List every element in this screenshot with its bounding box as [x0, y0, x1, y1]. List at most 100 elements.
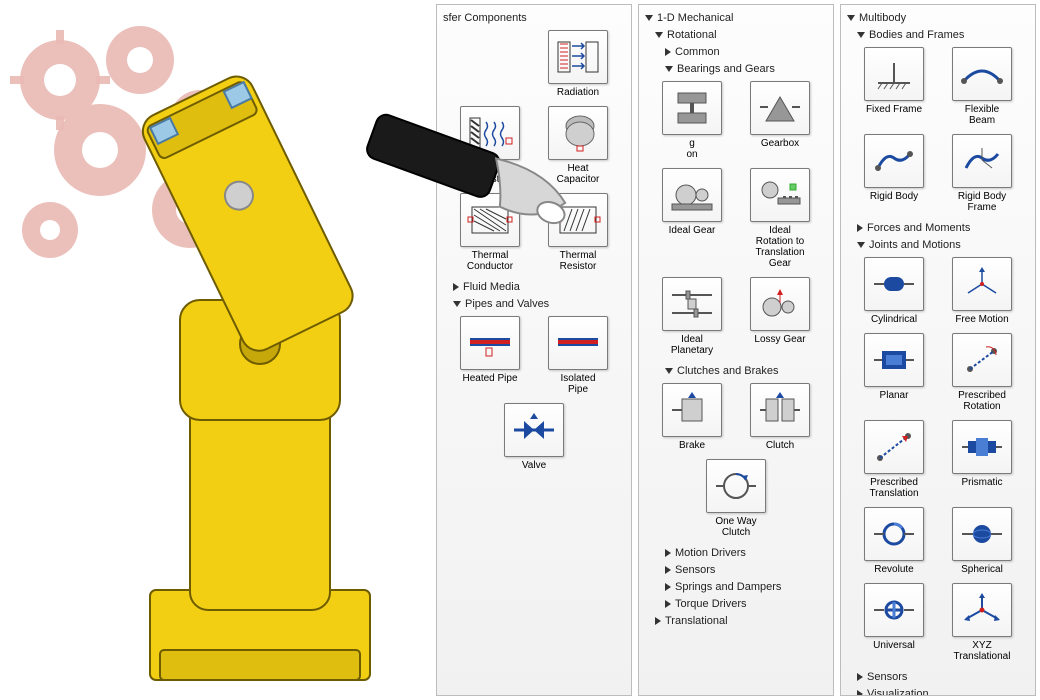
- prescribed-translation-tile[interactable]: [864, 420, 924, 474]
- prescribed-rotation-tile[interactable]: [952, 333, 1012, 387]
- xyz-translational-tile[interactable]: [952, 583, 1012, 637]
- collapse-icon: [857, 673, 863, 681]
- motion-drivers-header[interactable]: Motion Drivers: [665, 544, 827, 561]
- one-way-clutch-tile[interactable]: [706, 459, 766, 513]
- collapse-icon: [665, 549, 671, 557]
- expand-icon: [857, 32, 865, 38]
- forces-label: Forces and Moments: [867, 222, 970, 234]
- mechanical-header[interactable]: 1-D Mechanical: [645, 9, 827, 26]
- prismatic-tile[interactable]: [952, 420, 1012, 474]
- flexible-beam-tile[interactable]: [952, 47, 1012, 101]
- rotational-header[interactable]: Rotational: [655, 26, 827, 43]
- revolute-tile[interactable]: [864, 507, 924, 561]
- valve-tile[interactable]: [504, 403, 564, 457]
- transfer-panel: sfer Components Radiation Convective Res…: [436, 4, 632, 696]
- sensors-mb-header[interactable]: Sensors: [857, 668, 1029, 685]
- bearing-tile-0[interactable]: [662, 81, 722, 135]
- joints-header[interactable]: Joints and Motions: [857, 236, 1029, 253]
- sensors-mech-header[interactable]: Sensors: [665, 561, 827, 578]
- multibody-header[interactable]: Multibody: [847, 9, 1029, 26]
- thermal-resistor-tile[interactable]: [548, 193, 608, 247]
- collapse-icon: [665, 48, 671, 56]
- pipes-valves-header[interactable]: Pipes and Valves: [453, 295, 625, 312]
- radiation-label: Radiation: [557, 87, 599, 98]
- planar-tile[interactable]: [864, 333, 924, 387]
- clutches-label: Clutches and Brakes: [677, 365, 779, 377]
- ideal-rot-trans-tile[interactable]: [750, 168, 810, 222]
- collapse-icon: [655, 617, 661, 625]
- multibody-panel: Multibody Bodies and Frames Fixed Frame …: [840, 4, 1036, 696]
- fixed-frame-tile[interactable]: [864, 47, 924, 101]
- ideal-gear-label: Ideal Gear: [669, 225, 716, 236]
- gearbox-tile[interactable]: [750, 81, 810, 135]
- clutch-label: Clutch: [766, 440, 794, 451]
- sensors-mb-label: Sensors: [867, 671, 907, 683]
- torque-drivers-header[interactable]: Torque Drivers: [665, 595, 827, 612]
- universal-tile[interactable]: [864, 583, 924, 637]
- revolute-label: Revolute: [874, 564, 913, 575]
- expand-icon: [453, 301, 461, 307]
- cylindrical-label: Cylindrical: [871, 314, 917, 325]
- isolated-pipe-tile[interactable]: [548, 316, 608, 370]
- motion-drivers-label: Motion Drivers: [675, 547, 746, 559]
- bodies-header[interactable]: Bodies and Frames: [857, 26, 1029, 43]
- transfer-components-label: sfer Components: [443, 12, 527, 24]
- lossy-gear-label: Lossy Gear: [754, 334, 805, 345]
- pipes-valves-label: Pipes and Valves: [465, 298, 549, 310]
- sensors-mech-label: Sensors: [675, 564, 715, 576]
- ideal-planetary-tile[interactable]: [662, 277, 722, 331]
- expand-icon: [847, 15, 855, 21]
- prescribed-rotation-label: Prescribed Rotation: [958, 390, 1006, 412]
- universal-label: Universal: [873, 640, 915, 651]
- lossy-gear-tile[interactable]: [750, 277, 810, 331]
- bearings-header[interactable]: Bearings and Gears: [665, 60, 827, 77]
- cylindrical-tile[interactable]: [864, 257, 924, 311]
- spherical-tile[interactable]: [952, 507, 1012, 561]
- expand-icon: [655, 32, 663, 38]
- clutches-header[interactable]: Clutches and Brakes: [665, 362, 827, 379]
- isolated-pipe-label: Isolated Pipe: [560, 373, 595, 395]
- rigid-body-tile[interactable]: [864, 134, 924, 188]
- clutch-tile[interactable]: [750, 383, 810, 437]
- xyz-translational-label: XYZ Translational: [954, 640, 1011, 662]
- gearbox-label: Gearbox: [761, 138, 799, 149]
- multibody-title: Multibody: [859, 12, 906, 24]
- springs-label: Springs and Dampers: [675, 581, 781, 593]
- visualization-label: Visualization: [867, 688, 929, 696]
- mechanical-panel: 1-D Mechanical Rotational Common Bearing…: [638, 4, 834, 696]
- translational-header[interactable]: Translational: [655, 612, 827, 629]
- translational-label: Translational: [665, 615, 728, 627]
- one-way-clutch-label: One Way Clutch: [715, 516, 756, 538]
- expand-icon: [665, 368, 673, 374]
- collapse-icon: [665, 583, 671, 591]
- ideal-rot-trans-label: Ideal Rotation to Translation Gear: [755, 225, 804, 269]
- ideal-gear-tile[interactable]: [662, 168, 722, 222]
- common-header[interactable]: Common: [665, 43, 827, 60]
- thermal-conductor-tile[interactable]: [460, 193, 520, 247]
- free-motion-tile[interactable]: [952, 257, 1012, 311]
- convective-resistor-tile[interactable]: [460, 106, 520, 160]
- rigid-body-frame-tile[interactable]: [952, 134, 1012, 188]
- expand-icon: [665, 66, 673, 72]
- common-label: Common: [675, 46, 720, 58]
- rigid-body-frame-label: Rigid Body Frame: [958, 191, 1006, 213]
- fluid-media-header[interactable]: Fluid Media: [453, 278, 625, 295]
- planar-label: Planar: [880, 390, 909, 401]
- forces-header[interactable]: Forces and Moments: [857, 219, 1029, 236]
- visualization-header[interactable]: Visualization: [857, 685, 1029, 696]
- collapse-icon: [857, 690, 863, 696]
- thermal-conductor-label: Thermal Conductor: [467, 250, 513, 272]
- valve-label: Valve: [522, 460, 546, 471]
- background-gears: [0, 0, 320, 320]
- radiation-tile[interactable]: [548, 30, 608, 84]
- heat-capacitor-tile[interactable]: [548, 106, 608, 160]
- bodies-label: Bodies and Frames: [869, 29, 964, 41]
- prescribed-translation-label: Prescribed Translation: [869, 477, 918, 499]
- transfer-components-header[interactable]: sfer Components: [443, 9, 625, 26]
- collapse-icon: [665, 566, 671, 574]
- free-motion-label: Free Motion: [955, 314, 1008, 325]
- expand-icon: [645, 15, 653, 21]
- heated-pipe-tile[interactable]: [460, 316, 520, 370]
- brake-tile[interactable]: [662, 383, 722, 437]
- springs-header[interactable]: Springs and Dampers: [665, 578, 827, 595]
